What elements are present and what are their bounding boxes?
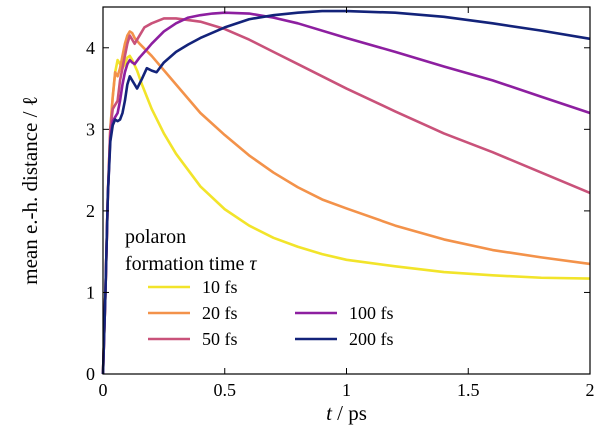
axis-ticks: 0 0.5 1 1.5 2 0 1 2 3 4 <box>86 7 595 400</box>
x-tick-label: 0 <box>99 380 108 400</box>
x-axis-unit: / ps <box>332 401 367 425</box>
series-line-4 <box>101 9 591 375</box>
y-tick-label: 4 <box>86 38 95 58</box>
x-tick-label: 1.5 <box>457 380 480 400</box>
y-tick-label: 2 <box>86 201 95 221</box>
legend-title-text: formation time <box>125 253 249 275</box>
series-line-0 <box>101 54 591 375</box>
x-axis-variable: t <box>326 401 333 425</box>
series-line-1 <box>101 30 591 375</box>
plot-frame <box>102 6 591 375</box>
legend-label-1: 20 fs <box>202 303 238 323</box>
legend-title-line1: polaron <box>125 226 186 248</box>
legend-title-symbol: τ <box>249 253 257 275</box>
y-tick-label: 3 <box>86 119 95 139</box>
y-tick-label: 0 <box>86 364 95 384</box>
y-tick-label: 1 <box>86 282 95 302</box>
legend-label-3: 100 fs <box>349 303 394 323</box>
x-tick-label: 1 <box>342 380 351 400</box>
series-line-3 <box>101 11 591 375</box>
y-axis-label: mean e.-h. distance / ℓ <box>18 96 42 285</box>
series-line-2 <box>101 17 591 375</box>
legend-label-2: 50 fs <box>202 329 238 349</box>
legend-label-0: 10 fs <box>202 277 238 297</box>
x-axis-label: t / ps <box>326 401 367 425</box>
x-tick-label: 2 <box>586 380 595 400</box>
legend-label-4: 200 fs <box>349 329 394 349</box>
x-tick-label: 0.5 <box>214 380 237 400</box>
plot-lines <box>101 9 591 375</box>
legend-title-line2: formation time τ <box>125 253 257 275</box>
